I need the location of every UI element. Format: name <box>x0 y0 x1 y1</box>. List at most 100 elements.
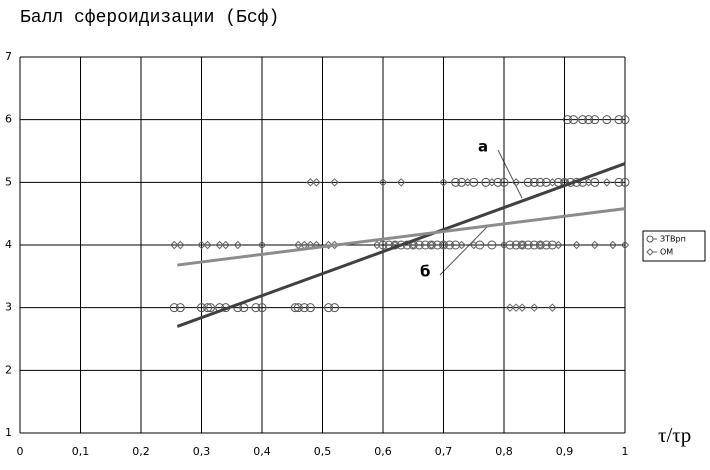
data-point <box>469 177 479 187</box>
y-tick-label: 7 <box>5 50 12 63</box>
data-point <box>499 177 509 187</box>
data-point <box>203 240 212 250</box>
data-point <box>541 240 551 250</box>
y-tick-label: 2 <box>5 363 12 376</box>
data-point <box>330 303 340 313</box>
data-point <box>523 240 533 250</box>
data-point <box>324 303 334 313</box>
legend-label: ЗТВрп <box>660 235 686 244</box>
data-point <box>469 240 478 250</box>
data-point <box>169 303 179 313</box>
data-point <box>197 240 206 250</box>
data-point <box>590 240 599 250</box>
x-tick-label: 0,7 <box>435 445 453 458</box>
x-tick-label: 0,6 <box>374 445 392 458</box>
data-point <box>578 115 588 125</box>
data-point <box>523 177 533 187</box>
data-point <box>215 240 224 250</box>
y-tick-label: 4 <box>5 238 12 251</box>
data-point <box>293 303 303 313</box>
data-point <box>584 178 593 187</box>
data-point <box>614 115 624 125</box>
data-point <box>511 178 521 187</box>
data-point <box>257 240 267 250</box>
data-point <box>324 240 333 250</box>
data-point <box>290 303 300 313</box>
data-point <box>620 240 630 250</box>
data-point <box>614 177 624 187</box>
data-point <box>427 240 436 250</box>
x-tick-label: 0,3 <box>193 445 211 458</box>
data-point <box>620 177 630 187</box>
data-point <box>203 303 213 313</box>
data-point <box>378 178 388 187</box>
x-tick-label: 0,4 <box>253 445 271 458</box>
data-point <box>569 115 579 125</box>
x-tick-label: 0,8 <box>495 445 513 458</box>
data-point <box>257 303 267 313</box>
data-point <box>233 240 243 250</box>
data-point <box>439 240 448 250</box>
data-point <box>170 240 179 250</box>
data-point <box>439 178 448 187</box>
data-point <box>175 303 185 313</box>
data-point <box>541 177 551 187</box>
x-axis-label: τ/τр <box>658 423 691 447</box>
data-point <box>554 240 563 250</box>
x-tick-label: 0,1 <box>72 445 90 458</box>
leader-line <box>497 149 523 199</box>
data-point <box>372 240 382 250</box>
legend-box <box>642 230 706 262</box>
data-point <box>563 115 573 125</box>
y-tick-label: 5 <box>5 175 12 188</box>
data-point <box>305 303 315 313</box>
data-point <box>312 178 321 187</box>
annotation: б <box>420 263 430 281</box>
data-point <box>536 240 545 250</box>
data-point <box>251 303 261 313</box>
data-point <box>463 178 472 187</box>
data-point <box>451 177 461 187</box>
data-point <box>330 178 339 187</box>
legend-label: ОМ <box>660 248 673 257</box>
data-point <box>547 240 557 250</box>
data-point <box>451 240 461 250</box>
data-point <box>176 240 185 250</box>
data-point <box>432 240 442 250</box>
y-tick-label: 6 <box>5 113 12 126</box>
data-point <box>548 178 557 187</box>
data-point <box>590 177 600 187</box>
data-point <box>457 177 467 187</box>
data-point <box>487 178 497 187</box>
legend-marker <box>646 235 654 243</box>
data-point <box>493 177 503 187</box>
annotation: а <box>478 138 488 156</box>
data-point <box>487 240 497 250</box>
data-point <box>409 240 418 250</box>
data-point <box>481 177 491 187</box>
data-point <box>505 303 515 312</box>
data-point <box>517 303 527 312</box>
data-point <box>511 240 521 250</box>
data-point <box>197 303 206 313</box>
chart-title: Балл сфероидизации (Бсф) <box>20 8 279 28</box>
data-point <box>221 240 230 250</box>
data-point <box>529 177 539 187</box>
x-tick-label: 0,9 <box>556 445 574 458</box>
data-point <box>530 303 539 312</box>
data-point <box>445 240 455 250</box>
data-point <box>505 240 515 250</box>
data-point <box>529 240 539 250</box>
data-point <box>378 240 388 250</box>
data-point <box>584 115 594 125</box>
data-point <box>620 115 630 125</box>
data-point <box>499 240 509 250</box>
data-point <box>306 178 315 187</box>
leader-line <box>439 226 488 276</box>
data-point <box>396 178 406 187</box>
legend-marker <box>646 248 654 256</box>
data-point <box>608 240 618 250</box>
y-tick-label: 1 <box>5 426 12 439</box>
y-tick-label: 3 <box>5 301 12 314</box>
data-point <box>535 177 545 187</box>
